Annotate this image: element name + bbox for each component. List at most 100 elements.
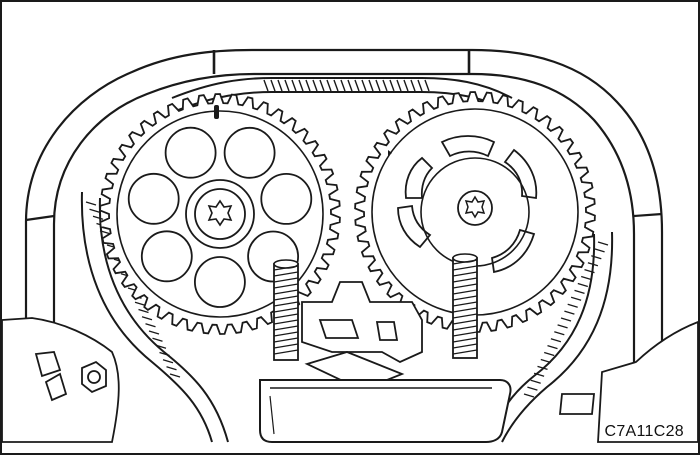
right-sprocket-slots (397, 135, 538, 274)
belt-tooth (574, 289, 585, 295)
timing-belt (80, 77, 614, 443)
stud-thread (452, 313, 478, 319)
stud-thread (273, 271, 299, 277)
belt-tooth (417, 79, 423, 92)
lightening-hole (223, 126, 276, 179)
belt-tooth (85, 201, 97, 206)
belt-tooth (162, 359, 174, 364)
belt-tooth (159, 351, 170, 357)
lightening-hole (193, 256, 246, 308)
belt-tooth (591, 255, 602, 260)
stud-thread (273, 289, 299, 295)
figure-reference-code: C7A11C28 (604, 423, 684, 440)
belt-tooth (424, 79, 430, 92)
stud-thread (273, 343, 299, 349)
lightening-hole (127, 172, 180, 225)
stud-thread (452, 295, 478, 301)
belt-tooth (319, 79, 325, 92)
belt-tooth (141, 316, 153, 321)
belt-tooth (298, 79, 304, 92)
belt-tooth (284, 79, 290, 92)
belt-tooth (403, 79, 409, 92)
belt-tooth (89, 208, 100, 213)
stud-thread (452, 259, 478, 265)
belt-tooth (270, 79, 276, 92)
belt-tooth (577, 282, 588, 288)
stud-thread (273, 283, 299, 289)
cover-timing-marks (212, 50, 471, 74)
lightening-hole (140, 230, 193, 283)
belt-tooth (587, 262, 599, 267)
belt-tooth (166, 366, 177, 371)
right-engine-block (559, 321, 698, 443)
belt-tooth (396, 79, 402, 92)
belt-tooth (347, 79, 353, 92)
belt-tooth (544, 351, 555, 357)
stud-thread (273, 295, 299, 301)
belt-tooth (564, 310, 575, 315)
belt-tooth (389, 79, 395, 92)
belt-tooth (138, 308, 149, 314)
stud-thread (452, 265, 478, 271)
belt-tooth (560, 317, 572, 322)
belt-tooth (368, 79, 374, 92)
belt-tooth (597, 241, 609, 246)
hex-bolt-icon (81, 360, 107, 394)
belt-tooth (540, 358, 551, 364)
belt-tooth (99, 230, 111, 235)
stud-thread (452, 331, 478, 337)
belt-tooth (326, 79, 332, 92)
left-sprocket-mark (214, 105, 219, 119)
belt-tooth (312, 79, 318, 92)
belt-tooth (169, 373, 181, 378)
belt-tooth (581, 275, 592, 281)
stud-thread (452, 337, 478, 343)
lightening-hole (260, 172, 313, 225)
left-engine-block (2, 317, 120, 443)
belt-tooth (584, 268, 595, 274)
stud-thread (273, 349, 299, 355)
stud-thread (452, 271, 478, 277)
sprocket-locking-plate (259, 379, 512, 443)
belt-tooth (594, 248, 605, 253)
stud-thread (452, 301, 478, 307)
belt-tooth (305, 79, 311, 92)
belt-tooth (145, 323, 156, 328)
belt-tooth (263, 79, 269, 92)
stud-thread (452, 343, 478, 349)
belt-tooth (550, 338, 562, 343)
stud-thread (273, 325, 299, 331)
belt-tooth (291, 79, 297, 92)
right-camshaft-sprocket (354, 91, 596, 333)
belt-tooth (134, 301, 146, 306)
belt-tooth (333, 79, 339, 92)
right-torx-bolt-icon (464, 195, 486, 219)
belt-tooth (570, 296, 582, 301)
stud-thread (452, 307, 478, 313)
stud-thread (273, 301, 299, 307)
belt-tooth (567, 303, 578, 308)
belt-tooth (530, 379, 541, 384)
lightening-hole (164, 126, 217, 179)
stud-thread (273, 331, 299, 337)
stud-thread (273, 313, 299, 319)
stud-thread (452, 277, 478, 283)
belt-tooth (533, 372, 545, 377)
stud-thread (452, 289, 478, 295)
stud-thread (273, 319, 299, 325)
belt-tooth (382, 79, 388, 92)
belt-tooth (152, 337, 163, 342)
stud-thread (452, 325, 478, 331)
right-sprocket-pointer (388, 150, 392, 156)
belt-tooth (354, 79, 360, 92)
left-camshaft-sprocket (99, 93, 341, 335)
stud-thread (273, 265, 299, 271)
belt-tooth (557, 324, 568, 329)
left-torx-bolt-icon (207, 199, 233, 227)
belt-tooth (277, 79, 283, 92)
belt-tooth (340, 79, 346, 92)
belt-tooth (410, 79, 416, 92)
belt-tooth (547, 344, 558, 350)
